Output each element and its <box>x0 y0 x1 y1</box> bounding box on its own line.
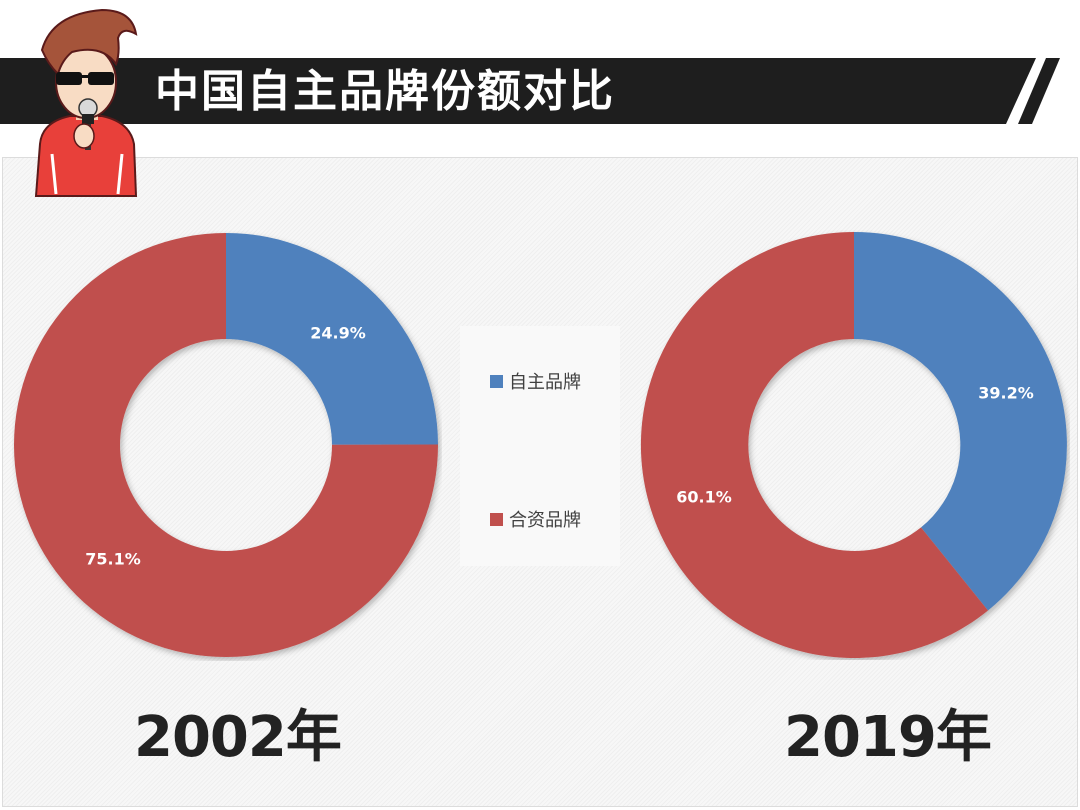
mascot-avatar-icon <box>34 8 138 197</box>
label-own-2019: 39.2% <box>978 383 1034 403</box>
title-bar <box>0 58 1060 124</box>
label-own-2002: 24.9% <box>310 323 366 343</box>
title-bar-shape <box>0 58 1060 124</box>
legend-swatch-red-icon <box>490 512 503 526</box>
donut-chart-2019 <box>640 231 1067 658</box>
slice-own-brand-2019 <box>854 232 1067 611</box>
label-jv-2019: 60.1% <box>676 487 732 507</box>
page-title: 中国自主品牌份额对比 <box>155 66 615 117</box>
year-label-2002: 2002年 <box>134 705 342 770</box>
donut-chart-2002 <box>14 233 439 657</box>
slice-jv-brand-2002 <box>14 233 439 657</box>
slice-jv-brand-2019 <box>640 231 988 658</box>
label-jv-2002: 75.1% <box>85 549 141 569</box>
legend-label: 合资品牌 <box>509 510 581 531</box>
slice-own-brand-2002 <box>226 233 438 445</box>
legend-item-jv-brand: 合资品牌 <box>490 506 581 532</box>
chart-legend: 自主品牌 合资品牌 <box>460 326 620 566</box>
legend-swatch-blue-icon <box>490 374 503 388</box>
year-label-2019: 2019年 <box>784 705 992 770</box>
legend-item-own-brand: 自主品牌 <box>490 368 581 394</box>
legend-label: 自主品牌 <box>509 372 581 393</box>
